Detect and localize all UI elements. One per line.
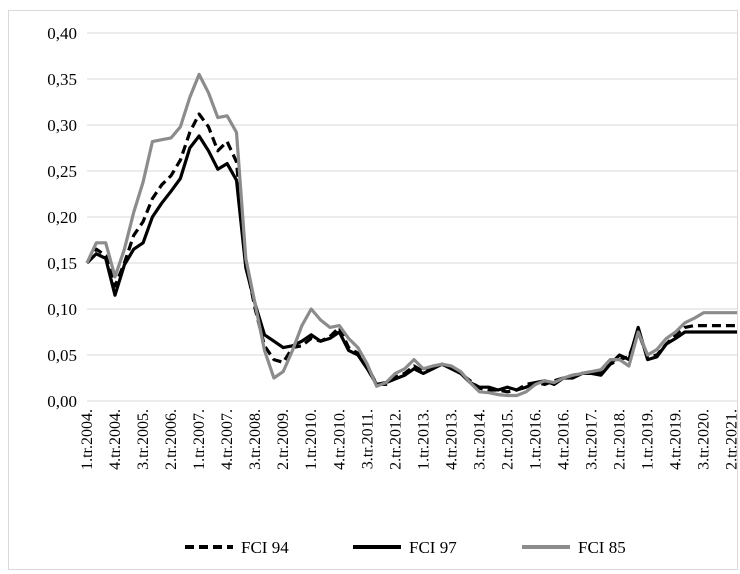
x-tick-label: 3.tr.2008. xyxy=(247,409,264,470)
x-tick-label: 1.tr.2007. xyxy=(191,409,208,470)
y-tick-label: 0,10 xyxy=(47,300,77,319)
x-tick-label: 2.tr.2009. xyxy=(275,409,292,470)
fci-line-chart: 0,00 0,05 0,10 0,15 0,20 0,25 0,30 0,35 0,40 1.t… xyxy=(47,24,740,557)
x-tick-label: 1.tr.2019. xyxy=(640,409,657,470)
x-tick-label: 3.tr.2014. xyxy=(471,409,488,470)
series-lines xyxy=(85,72,740,398)
x-tick-label: 3.tr.2017. xyxy=(584,409,601,470)
y-axis-ticks: 0,00 0,05 0,10 0,15 0,20 0,25 0,30 0,35 0,40 xyxy=(47,24,77,411)
y-tick-label: 0,20 xyxy=(47,208,77,227)
y-tick-label: 0,05 xyxy=(47,346,77,365)
y-tick-label: 0,35 xyxy=(47,70,77,89)
legend-label: FCI 85 xyxy=(578,538,626,557)
series-line-fci-85 xyxy=(85,72,740,398)
x-tick-label: 4.tr.2019. xyxy=(668,409,685,470)
y-tick-label: 0,00 xyxy=(47,392,77,411)
x-tick-label: 1.tr.2013. xyxy=(415,409,432,470)
x-tick-label: 2.tr.2006. xyxy=(163,409,180,470)
y-tick-label: 0,15 xyxy=(47,254,77,273)
x-tick-label: 2.tr.2018. xyxy=(612,409,629,470)
x-tick-label: 4.tr.2007. xyxy=(219,409,236,470)
x-tick-label: 3.tr.2020. xyxy=(696,409,713,470)
series-line-fci-94 xyxy=(85,112,740,394)
x-axis-ticks: 1.tr.2004. 4.tr.2004. 3.tr.2005. 2.tr.2006.… xyxy=(79,409,740,470)
y-tick-label: 0,30 xyxy=(47,116,77,135)
x-tick-label: 3.tr.2011. xyxy=(359,409,376,469)
x-tick-label: 4.tr.2004. xyxy=(107,409,124,470)
x-tick-label: 2.tr.2021. xyxy=(724,409,737,470)
y-tick-label: 0,25 xyxy=(47,162,77,181)
x-tick-label: 2.tr.2015. xyxy=(499,409,516,470)
legend: FCI 94 FCI 97 FCI 85 xyxy=(185,538,626,557)
legend-label: FCI 94 xyxy=(241,538,289,557)
legend-label: FCI 97 xyxy=(409,538,457,557)
chart-frame: 0,00 0,05 0,10 0,15 0,20 0,25 0,30 0,35 0,40 1.t… xyxy=(8,10,740,570)
x-tick-label: 3.tr.2005. xyxy=(135,409,152,470)
x-tick-label: 2.tr.2012. xyxy=(387,409,404,470)
x-tick-label: 4.tr.2016. xyxy=(555,409,572,470)
gridlines xyxy=(87,32,740,402)
x-tick-label: 4.tr.2010. xyxy=(331,409,348,470)
y-tick-label: 0,40 xyxy=(47,24,77,43)
x-tick-label: 1.tr.2016. xyxy=(527,409,544,470)
x-tick-label: 1.tr.2010. xyxy=(303,409,320,470)
x-tick-label: 4.tr.2013. xyxy=(443,409,460,470)
x-tick-label: 1.tr.2004. xyxy=(79,409,96,470)
